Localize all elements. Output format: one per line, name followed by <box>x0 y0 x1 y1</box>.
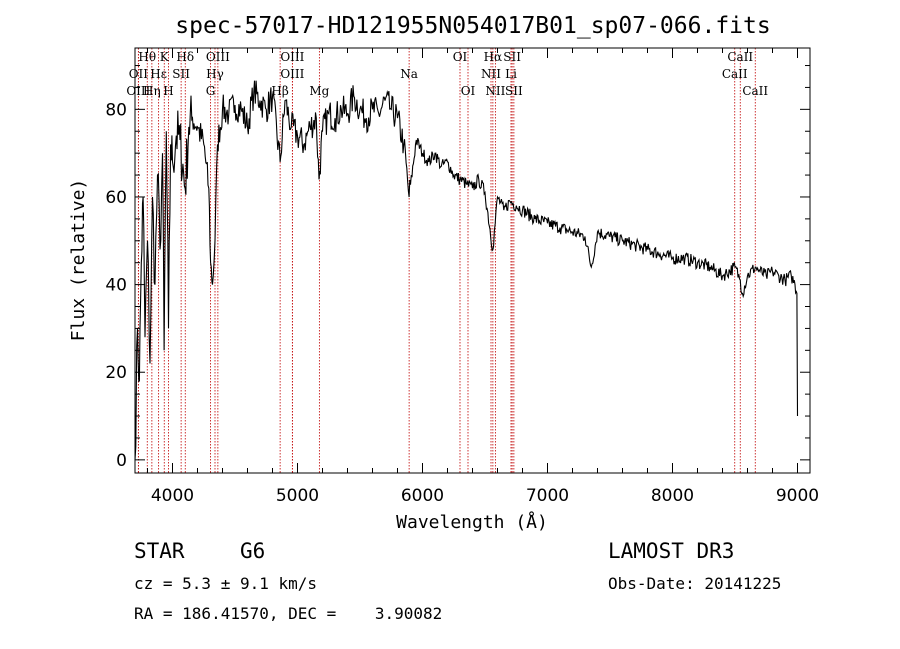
x-tick-label: 5000 <box>276 486 319 506</box>
object-class: STAR <box>134 539 185 563</box>
spectral-line-label: H <box>163 84 173 98</box>
coordinates: RA = 186.41570, DEC = 3.90082 <box>134 604 443 623</box>
redshift-velocity: cz = 5.3 ± 9.1 km/s <box>134 574 318 593</box>
spectral-line-markers <box>137 48 756 473</box>
spectral-line-label: OIII <box>280 67 304 81</box>
spectral-line-label: Mg <box>309 84 329 98</box>
spectral-line-label: SII <box>503 50 521 64</box>
x-tick-label: 6000 <box>401 486 444 506</box>
spectral-line-label: OIII <box>126 84 150 98</box>
spectral-line-label: G <box>206 84 216 98</box>
y-tick-label: 20 <box>105 363 127 383</box>
spectral-line-label: NII <box>481 67 501 81</box>
survey-name: LAMOST DR3 <box>608 539 735 563</box>
spectrum-line <box>134 80 799 460</box>
spectral-line-label: CaII <box>722 67 748 81</box>
observation-date: Obs-Date: 20141225 <box>608 574 782 593</box>
y-tick-label: 60 <box>105 188 127 208</box>
spectral-line-label: K <box>160 50 170 64</box>
object-subclass: G6 <box>240 539 266 563</box>
x-tick-label: 9000 <box>776 486 819 506</box>
x-axis-label: Wavelength (Å) <box>396 511 548 533</box>
spectral-line-label: CaII <box>742 84 768 98</box>
spectral-line-label: Hγ <box>206 67 224 81</box>
y-axis: 0 20 40 60 80 <box>105 65 810 471</box>
spectral-line-label: OI <box>461 84 476 98</box>
y-tick-label: 80 <box>105 100 127 120</box>
spectral-line-label: Hβ <box>271 84 288 98</box>
spectral-line-label: Hδ <box>176 50 194 64</box>
spectral-line-label: OII <box>129 67 149 81</box>
y-axis-label: Flux (relative) <box>68 179 89 342</box>
spectral-line-label: Hη <box>143 84 161 98</box>
plot-frame <box>134 47 811 474</box>
spectral-line-label: Hθ <box>138 50 156 64</box>
y-tick-label: 0 <box>116 451 127 471</box>
x-tick-label: 8000 <box>651 486 694 506</box>
spectral-line-label: OIII <box>206 50 230 64</box>
spectral-line-label: OI <box>453 50 468 64</box>
x-tick-label: 4000 <box>151 486 194 506</box>
y-tick-label: 40 <box>105 276 127 296</box>
spectral-line-label: Hα <box>484 50 503 64</box>
spectral-line-label: OIII <box>280 50 304 64</box>
spectral-line-label: Li <box>505 67 517 81</box>
x-axis: 4000 5000 6000 7000 8000 9000 <box>147 48 819 506</box>
spectral-line-label: Na <box>400 67 418 81</box>
spectral-line-label: SII <box>172 67 190 81</box>
x-tick-label: 7000 <box>526 486 569 506</box>
spectral-line-label: NII <box>485 84 505 98</box>
spectral-line-label: Hε <box>150 67 167 81</box>
spectral-line-label: SII <box>505 84 523 98</box>
chart-title: spec-57017-HD121955N054017B01_sp07-066.f… <box>175 13 770 39</box>
spectral-line-label: CaII <box>727 50 753 64</box>
